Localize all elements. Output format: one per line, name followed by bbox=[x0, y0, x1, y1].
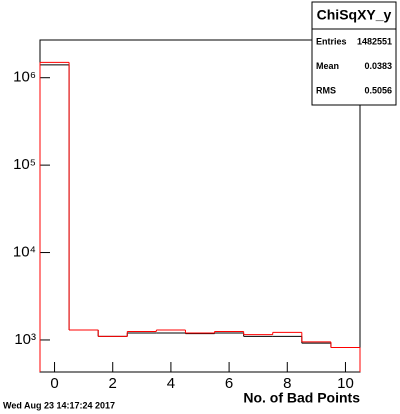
stats-label: Mean bbox=[316, 61, 339, 71]
y-tick-label: 10⁴ bbox=[13, 244, 36, 261]
y-tick-label: 10³ bbox=[14, 331, 36, 348]
x-tick-label: 2 bbox=[109, 375, 117, 392]
stats-label: RMS bbox=[316, 85, 336, 95]
stats-title: ChiSqXY_y bbox=[317, 7, 392, 23]
x-tick-label: 10 bbox=[337, 375, 354, 392]
x-axis-label: No. of Bad Points bbox=[243, 390, 360, 406]
stats-box bbox=[311, 1, 397, 106]
x-tick-label: 6 bbox=[225, 375, 233, 392]
x-tick-label: 4 bbox=[167, 375, 175, 392]
stats-value: 0.5056 bbox=[364, 85, 392, 95]
timestamp: Wed Aug 23 14:17:24 2017 bbox=[3, 400, 115, 410]
y-tick-label: 10⁶ bbox=[13, 69, 36, 86]
stats-value: 0.0383 bbox=[364, 61, 392, 71]
x-tick-label: 8 bbox=[283, 375, 291, 392]
x-tick-label: 0 bbox=[50, 375, 58, 392]
stats-label: Entries bbox=[316, 36, 347, 46]
y-tick-label: 10⁵ bbox=[13, 156, 36, 173]
stats-value: 1482551 bbox=[357, 36, 392, 46]
